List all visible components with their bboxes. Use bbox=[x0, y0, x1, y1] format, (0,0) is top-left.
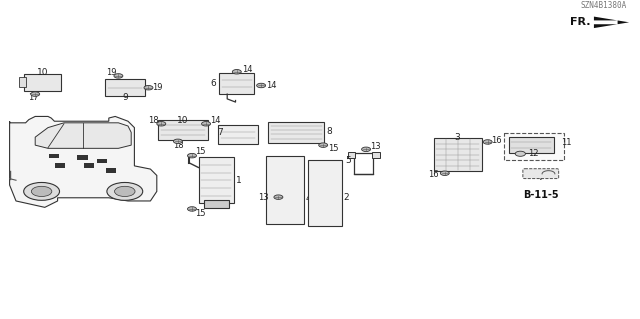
Text: 3: 3 bbox=[455, 133, 460, 142]
Circle shape bbox=[31, 186, 52, 197]
Bar bbox=[84, 163, 94, 168]
Text: 10: 10 bbox=[177, 116, 189, 125]
Text: 12: 12 bbox=[528, 149, 538, 158]
Text: 7: 7 bbox=[217, 128, 223, 137]
Text: 5: 5 bbox=[345, 156, 351, 165]
Bar bbox=[504, 133, 564, 160]
Polygon shape bbox=[35, 123, 131, 148]
Circle shape bbox=[440, 171, 449, 175]
Bar bbox=[219, 73, 254, 94]
Bar bbox=[268, 122, 324, 143]
Bar bbox=[509, 137, 554, 153]
Circle shape bbox=[257, 83, 266, 88]
Text: 16: 16 bbox=[492, 137, 502, 145]
Circle shape bbox=[362, 147, 371, 152]
Text: FR.: FR. bbox=[570, 17, 590, 27]
Bar bbox=[266, 155, 304, 224]
Text: 14: 14 bbox=[210, 116, 220, 125]
Text: 17: 17 bbox=[28, 93, 38, 102]
Text: 14: 14 bbox=[242, 65, 252, 74]
Bar bbox=[55, 163, 65, 168]
Text: 15: 15 bbox=[195, 209, 205, 218]
Circle shape bbox=[515, 151, 525, 156]
Circle shape bbox=[144, 85, 153, 90]
Text: 8: 8 bbox=[326, 127, 332, 136]
FancyBboxPatch shape bbox=[523, 169, 559, 179]
Bar bbox=[218, 125, 258, 144]
Circle shape bbox=[107, 182, 143, 200]
Bar bbox=[97, 159, 107, 163]
Circle shape bbox=[232, 70, 241, 74]
Circle shape bbox=[173, 139, 182, 144]
Circle shape bbox=[31, 92, 40, 96]
Bar bbox=[106, 168, 116, 173]
Circle shape bbox=[319, 143, 328, 147]
Text: 11: 11 bbox=[561, 138, 572, 147]
Text: 18: 18 bbox=[173, 141, 183, 150]
Bar bbox=[348, 152, 355, 158]
Bar bbox=[49, 154, 59, 158]
Circle shape bbox=[202, 122, 211, 126]
Circle shape bbox=[114, 74, 123, 78]
Text: 13: 13 bbox=[258, 193, 269, 202]
Text: 15: 15 bbox=[195, 147, 205, 156]
Circle shape bbox=[188, 153, 196, 158]
Bar bbox=[158, 120, 208, 140]
Text: 9: 9 bbox=[122, 93, 127, 102]
Bar bbox=[372, 152, 380, 158]
Polygon shape bbox=[594, 17, 629, 28]
Text: SZN4B1380A: SZN4B1380A bbox=[581, 1, 627, 10]
Text: 14: 14 bbox=[266, 81, 276, 90]
Text: B-11-5: B-11-5 bbox=[523, 190, 559, 200]
Circle shape bbox=[157, 122, 166, 126]
Text: 10: 10 bbox=[37, 68, 49, 77]
Bar bbox=[198, 157, 234, 204]
Circle shape bbox=[115, 186, 135, 197]
Circle shape bbox=[24, 182, 60, 200]
Text: 13: 13 bbox=[370, 142, 381, 151]
Text: 1: 1 bbox=[236, 176, 241, 185]
Polygon shape bbox=[10, 116, 157, 207]
Bar bbox=[434, 138, 482, 172]
Text: 19: 19 bbox=[152, 83, 163, 92]
Bar bbox=[19, 77, 26, 87]
Circle shape bbox=[274, 195, 283, 199]
Text: 19: 19 bbox=[106, 68, 116, 77]
Text: 15: 15 bbox=[328, 144, 338, 153]
Bar bbox=[308, 160, 342, 226]
Text: 4: 4 bbox=[306, 194, 312, 203]
Text: 6: 6 bbox=[211, 79, 216, 88]
Circle shape bbox=[483, 140, 492, 144]
Text: 18: 18 bbox=[148, 116, 159, 125]
Bar bbox=[24, 74, 61, 91]
Bar bbox=[204, 200, 229, 208]
Bar bbox=[77, 155, 88, 160]
Circle shape bbox=[188, 207, 196, 211]
Text: 16: 16 bbox=[428, 170, 438, 179]
Bar bbox=[105, 79, 145, 96]
Text: 2: 2 bbox=[344, 193, 349, 202]
